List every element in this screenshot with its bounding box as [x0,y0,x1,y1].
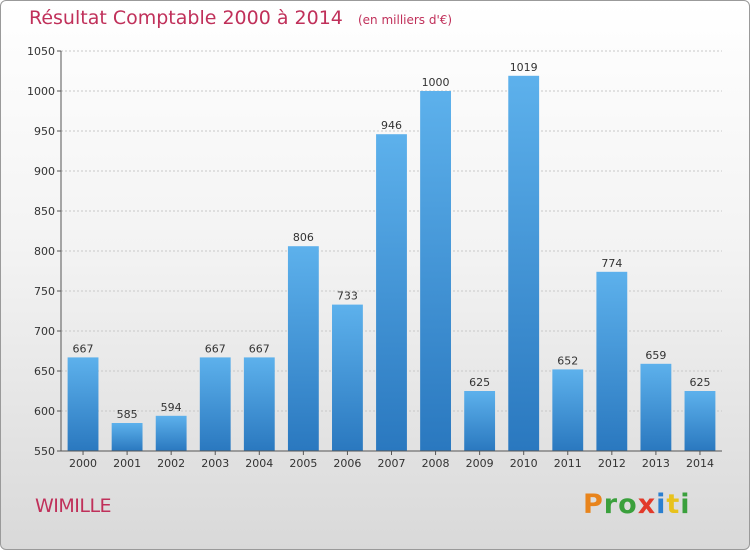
bar-2007 [376,134,407,451]
data-label-2014: 625 [689,376,710,389]
bar-2006 [332,304,363,451]
x-tick-label-2002: 2002 [157,457,185,470]
y-tick-label: 850 [34,205,55,218]
bar-2013 [640,363,672,451]
logo-letter: i [656,489,667,520]
logo-letter: x [637,489,657,520]
logo-letter: r [603,489,619,520]
x-tick-label-2005: 2005 [289,457,317,470]
data-label-2009: 625 [469,376,490,389]
y-tick-label: 1000 [27,85,55,98]
bar-2009 [464,391,496,451]
data-label-2011: 652 [557,354,578,367]
chart-title-text: Résultat Comptable 2000 à 2014 [29,7,343,29]
bar-2003 [199,357,231,451]
data-label-2005: 806 [293,231,314,244]
x-tick-label-2009: 2009 [466,457,494,470]
axes: 550 600 650 700 750 800 850 900 950 1000 1050 2000 2… [27,45,722,470]
data-label-2000: 667 [73,342,94,355]
proxiti-logo: Proxiti [583,489,691,520]
data-label-2004: 667 [249,342,270,355]
bar-2012 [596,271,628,451]
bars: 667 585 594 667 667 806 733 946 1000 625 1019 652 77… [67,61,716,452]
x-tick-label-2000: 2000 [69,457,97,470]
y-tick-label: 750 [34,285,55,298]
x-tick-label-2008: 2008 [422,457,450,470]
x-tick-label-2014: 2014 [686,457,714,470]
data-label-2003: 667 [205,342,226,355]
x-tick-label-2013: 2013 [642,457,670,470]
x-tick-label-2003: 2003 [201,457,229,470]
data-label-2008: 1000 [422,76,450,89]
data-label-2013: 659 [645,349,666,362]
bar-2005 [287,246,319,451]
y-tick-label: 900 [34,165,55,178]
commune-name: WIMILLE [35,495,112,517]
data-label-2012: 774 [601,257,622,270]
y-tick-label: 650 [34,365,55,378]
x-tick-label-2011: 2011 [554,457,582,470]
logo-letter: P [583,489,604,520]
x-tick-label-2001: 2001 [113,457,141,470]
data-label-2007: 946 [381,119,402,132]
y-tick-label: 550 [34,445,55,458]
bar-2002 [155,415,187,451]
x-tick-label-2007: 2007 [378,457,406,470]
y-tick-label: 1050 [27,45,55,58]
bar-2014 [684,391,716,451]
y-tick-label: 700 [34,325,55,338]
x-tick-label-2006: 2006 [333,457,361,470]
chart-subtitle: (en milliers d'€) [357,13,453,27]
bar-2008 [420,91,451,451]
logo-letter: o [618,489,638,520]
data-label-2001: 585 [117,408,138,421]
bar-2000 [67,357,99,451]
logo-letter: i [680,489,691,520]
y-tick-label: 800 [34,245,55,258]
bar-2004 [243,357,275,451]
bar-2011 [552,369,584,451]
data-label-2010: 1019 [510,61,538,74]
bar-2010 [508,75,540,452]
data-label-2006: 733 [337,290,358,303]
x-tick-label-2012: 2012 [598,457,626,470]
x-tick-label-2004: 2004 [245,457,273,470]
y-tick-label: 950 [34,125,55,138]
x-tick-label-2010: 2010 [510,457,538,470]
chart-title: Résultat Comptable 2000 à 2014 (en milli… [29,7,452,29]
y-tick-label: 600 [34,405,55,418]
logo-letter: t [666,489,681,520]
data-label-2002: 594 [161,401,182,414]
bar-2001 [111,423,143,451]
